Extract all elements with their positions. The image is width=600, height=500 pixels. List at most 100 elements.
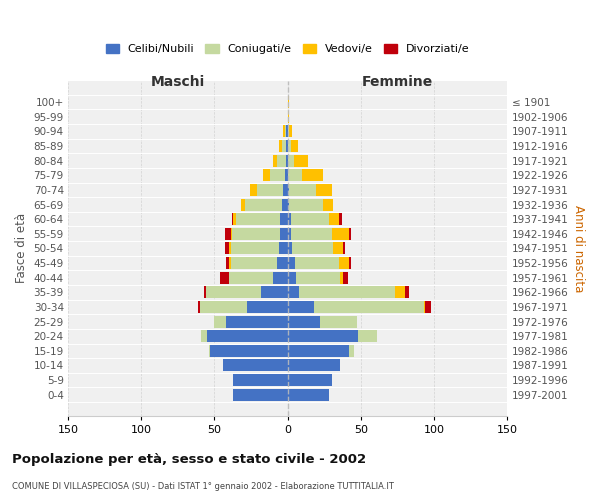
Bar [207,330,287,342]
Bar [289,126,292,138]
Bar [295,257,339,269]
Bar [425,301,431,313]
Bar [270,169,285,181]
Bar [290,213,329,225]
Bar [424,301,425,313]
Bar [230,242,279,254]
Bar [230,257,277,269]
Bar [241,198,245,210]
Bar [206,286,262,298]
Bar [349,228,350,240]
Bar [286,154,287,166]
Bar [233,213,236,225]
Bar [287,154,293,166]
Text: Popolazione per età, sesso e stato civile - 2002: Popolazione per età, sesso e stato civil… [12,452,366,466]
Bar [289,198,323,210]
Bar [282,140,286,152]
Bar [287,169,302,181]
Bar [287,272,296,283]
Bar [302,169,323,181]
Bar [230,228,232,240]
Y-axis label: Anni di nascita: Anni di nascita [572,204,585,292]
Bar [283,184,287,196]
Bar [314,301,424,313]
Bar [229,257,230,269]
Bar [209,345,210,357]
Bar [229,272,273,283]
Bar [287,96,289,108]
Bar [287,242,292,254]
Bar [210,345,287,357]
Bar [286,140,287,152]
Bar [283,126,285,138]
Bar [236,213,280,225]
Bar [226,316,287,328]
Y-axis label: Fasce di età: Fasce di età [15,214,28,284]
Bar [343,272,348,283]
Bar [250,184,257,196]
Bar [296,272,340,283]
Bar [343,242,345,254]
Bar [287,228,290,240]
Bar [287,286,299,298]
Legend: Celibi/Nubili, Coniugati/e, Vedovi/e, Divorziati/e: Celibi/Nubili, Coniugati/e, Vedovi/e, Di… [101,40,475,59]
Bar [349,345,353,357]
Bar [257,184,283,196]
Bar [287,126,289,138]
Bar [287,316,320,328]
Bar [277,257,287,269]
Bar [233,374,287,386]
Bar [285,169,287,181]
Bar [204,286,206,298]
Bar [287,213,290,225]
Bar [225,242,229,254]
Bar [286,126,287,138]
Bar [277,154,286,166]
Bar [279,140,282,152]
Bar [233,388,287,400]
Bar [287,360,340,372]
Bar [395,286,405,298]
Bar [287,388,329,400]
Bar [340,272,343,283]
Bar [200,301,247,313]
Bar [287,198,289,210]
Bar [220,272,229,283]
Bar [199,301,200,313]
Bar [285,126,286,138]
Bar [329,213,339,225]
Bar [229,242,230,254]
Bar [358,330,377,342]
Bar [349,257,350,269]
Text: Femmine: Femmine [362,75,433,89]
Bar [320,316,356,328]
Bar [289,184,316,196]
Bar [214,316,226,328]
Bar [405,286,409,298]
Text: COMUNE DI VILLASPECIOSA (SU) - Dati ISTAT 1° gennaio 2002 - Elaborazione TUTTITA: COMUNE DI VILLASPECIOSA (SU) - Dati ISTA… [12,482,394,491]
Bar [293,154,308,166]
Bar [226,257,229,269]
Bar [287,140,290,152]
Bar [247,301,287,313]
Bar [287,301,314,313]
Bar [225,228,230,240]
Bar [332,228,349,240]
Bar [339,213,342,225]
Bar [287,330,358,342]
Bar [287,345,349,357]
Bar [299,286,395,298]
Bar [287,110,289,122]
Bar [232,213,233,225]
Bar [333,242,343,254]
Bar [273,154,277,166]
Bar [232,228,280,240]
Bar [323,198,333,210]
Bar [201,330,207,342]
Bar [339,257,349,269]
Bar [273,272,287,283]
Bar [245,198,282,210]
Bar [287,257,295,269]
Bar [223,360,287,372]
Bar [290,228,332,240]
